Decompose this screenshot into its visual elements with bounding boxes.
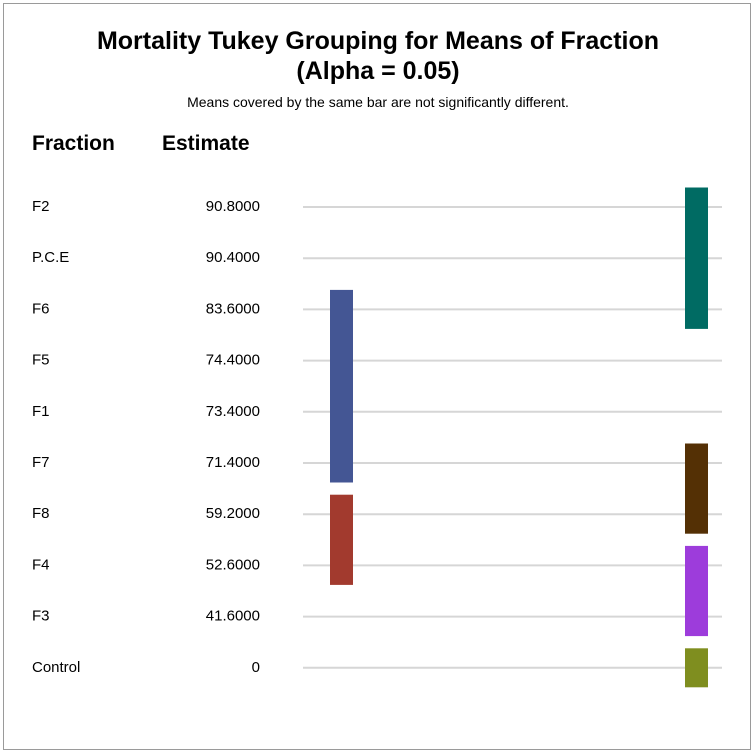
group-bar-5 <box>685 545 708 637</box>
column-header-estimate: Estimate <box>162 132 250 155</box>
row-fraction-label: F6 <box>32 300 50 317</box>
row-fraction-label: F5 <box>32 352 50 369</box>
row-fraction-label: F7 <box>32 454 50 471</box>
chart-title-line-2: (Alpha = 0.05) <box>296 57 460 85</box>
row-fraction-label: F3 <box>32 608 50 625</box>
row-fraction-label: F8 <box>32 505 50 522</box>
row-estimate-value: 74.4000 <box>206 352 260 369</box>
row-estimate-value: 41.6000 <box>206 608 260 625</box>
row-fraction-label: P.C.E <box>32 249 69 266</box>
group-bar-6 <box>685 648 708 688</box>
group-bar-4 <box>330 494 353 585</box>
row-fraction-label: F4 <box>32 556 50 573</box>
row-fraction-label: F2 <box>32 198 50 215</box>
chart-title: Mortality Tukey Grouping for Means of Fr… <box>0 26 756 86</box>
group-bar-2 <box>330 289 353 483</box>
row-estimate-value: 73.4000 <box>206 403 260 420</box>
chart-frame <box>3 3 751 750</box>
row-estimate-value: 52.6000 <box>206 556 260 573</box>
group-bar-1 <box>685 187 708 329</box>
row-estimate-value: 71.4000 <box>206 454 260 471</box>
column-header-fraction: Fraction <box>32 132 115 155</box>
row-fraction-label: Control <box>32 659 80 676</box>
row-estimate-value: 59.2000 <box>206 505 260 522</box>
row-estimate-value: 0 <box>252 659 260 676</box>
row-estimate-value: 90.8000 <box>206 198 260 215</box>
chart-title-line-1: Mortality Tukey Grouping for Means of Fr… <box>96 27 660 55</box>
row-estimate-value: 83.6000 <box>206 300 260 317</box>
row-fraction-label: F1 <box>32 403 50 420</box>
chart-subtitle: Means covered by the same bar are not si… <box>187 94 569 110</box>
row-estimate-value: 90.4000 <box>206 249 260 266</box>
group-bar-3 <box>685 443 708 534</box>
